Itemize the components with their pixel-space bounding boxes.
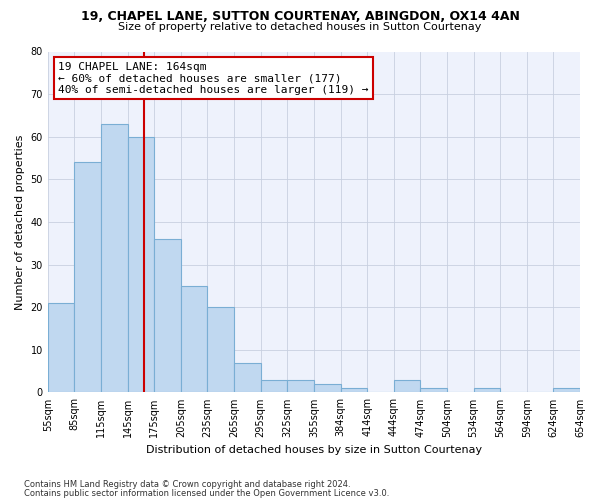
Bar (101, 124, 128, 392)
Text: 19 CHAPEL LANE: 164sqm
← 60% of detached houses are smaller (177)
40% of semi-de: 19 CHAPEL LANE: 164sqm ← 60% of detached… (58, 62, 369, 95)
Bar (553, 388, 580, 392)
Bar (74, 162, 101, 392)
Text: Contains HM Land Registry data © Crown copyright and database right 2024.: Contains HM Land Registry data © Crown c… (24, 480, 350, 489)
Bar (287, 380, 314, 392)
Bar (421, 388, 447, 392)
Bar (260, 380, 287, 392)
Bar (181, 286, 208, 393)
Bar (128, 136, 154, 392)
Bar (314, 384, 341, 392)
Bar (154, 239, 181, 392)
Bar (208, 307, 234, 392)
X-axis label: Distribution of detached houses by size in Sutton Courtenay: Distribution of detached houses by size … (146, 445, 482, 455)
Bar (48, 303, 74, 392)
Text: Contains public sector information licensed under the Open Government Licence v3: Contains public sector information licen… (24, 489, 389, 498)
Bar (473, 388, 500, 392)
Bar (394, 380, 421, 392)
Y-axis label: Number of detached properties: Number of detached properties (15, 134, 25, 310)
Bar (234, 362, 260, 392)
Text: Size of property relative to detached houses in Sutton Courtenay: Size of property relative to detached ho… (118, 22, 482, 32)
Text: 19, CHAPEL LANE, SUTTON COURTENAY, ABINGDON, OX14 4AN: 19, CHAPEL LANE, SUTTON COURTENAY, ABING… (80, 10, 520, 23)
Bar (341, 388, 367, 392)
